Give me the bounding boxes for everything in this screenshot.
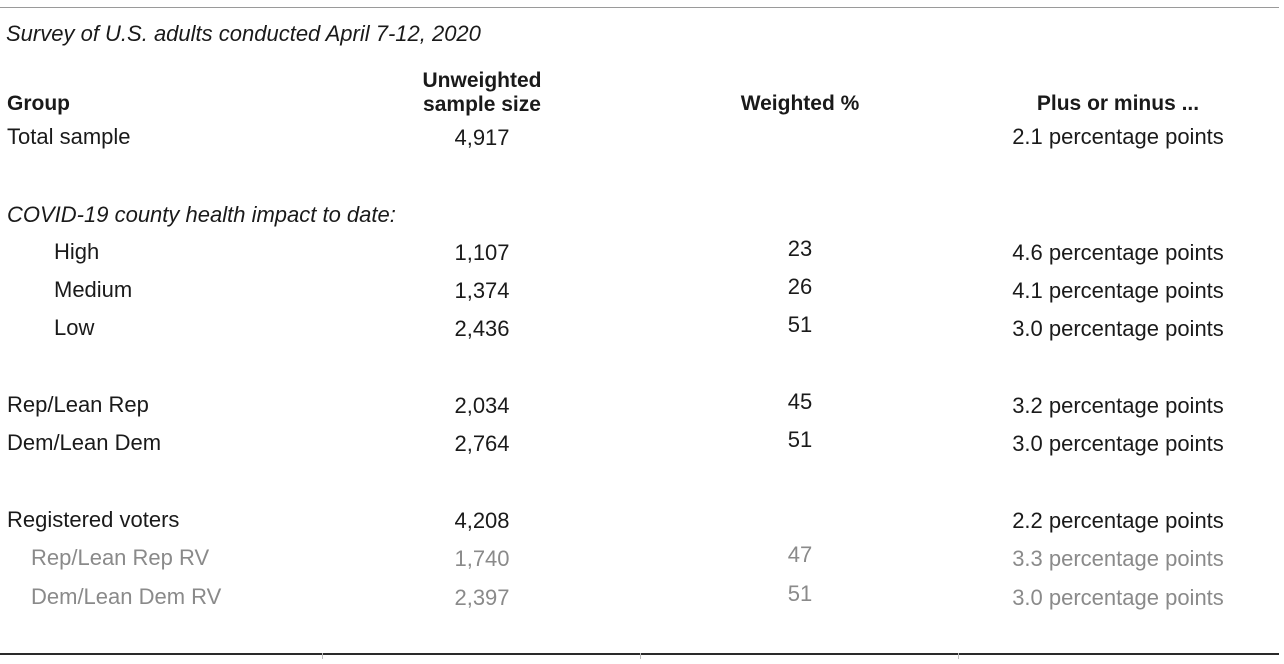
header-weighted-percent: Weighted %	[740, 92, 860, 115]
table-row: Rep/Lean Rep RV 1,740 47 3.3 percentage …	[0, 542, 1284, 574]
row-margin-of-error: 2.1 percentage points	[1012, 124, 1224, 149]
row-group-label: High	[54, 239, 100, 264]
row-unweighted-n: 2,764	[454, 431, 510, 456]
row-weighted-percent: 51	[787, 312, 813, 337]
row-margin-of-error: 4.1 percentage points	[1012, 278, 1224, 303]
row-unweighted-n: 2,034	[454, 393, 510, 418]
header-unweighted-line2: sample size	[423, 93, 541, 116]
row-margin-of-error: 3.0 percentage points	[1012, 431, 1224, 456]
column-divider-tick	[322, 653, 323, 659]
row-margin-of-error: 3.0 percentage points	[1012, 585, 1224, 610]
bottom-rule	[0, 653, 1279, 655]
row-unweighted-n: 2,436	[454, 316, 510, 341]
row-unweighted-n: 1,374	[454, 278, 510, 303]
row-unweighted-n: 4,917	[454, 125, 510, 150]
row-margin-of-error: 2.2 percentage points	[1012, 508, 1224, 533]
row-group-label: Rep/Lean Rep RV	[31, 545, 210, 570]
row-margin-of-error: 3.0 percentage points	[1012, 316, 1224, 341]
header-plus-or-minus: Plus or minus ...	[1036, 92, 1200, 115]
top-rule	[0, 7, 1279, 8]
row-group-label: Medium	[54, 277, 133, 302]
table-row: Medium 1,374 26 4.1 percentage points	[0, 274, 1284, 306]
section-label-covid: COVID-19 county health impact to date:	[7, 202, 396, 227]
row-margin-of-error: 3.3 percentage points	[1012, 546, 1224, 571]
row-group-label: Rep/Lean Rep	[7, 392, 149, 417]
header-unweighted-line1: Unweighted	[422, 69, 542, 92]
table-row-total-sample: Total sample 4,917 2.1 percentage points	[0, 123, 1284, 153]
row-weighted-percent: 23	[787, 236, 813, 261]
header-unweighted-sample-size: Unweighted sample size	[372, 69, 592, 117]
column-divider-tick	[958, 653, 959, 659]
row-margin-of-error: 3.2 percentage points	[1012, 393, 1224, 418]
table-caption: Survey of U.S. adults conducted April 7-…	[6, 21, 481, 46]
row-unweighted-n: 2,397	[454, 585, 510, 610]
row-margin-of-error: 4.6 percentage points	[1012, 240, 1224, 265]
row-unweighted-n: 1,740	[454, 546, 510, 571]
row-weighted-percent: 47	[787, 542, 813, 567]
table-row-registered-voters: Registered voters 4,208 2.2 percentage p…	[0, 506, 1284, 536]
row-group-label: Registered voters	[7, 507, 180, 532]
row-unweighted-n: 4,208	[454, 508, 510, 533]
row-weighted-percent: 51	[787, 427, 813, 452]
row-group-label: Dem/Lean Dem RV	[31, 584, 222, 609]
column-divider-tick	[640, 653, 641, 659]
table-row: Dem/Lean Dem 2,764 51 3.0 percentage poi…	[0, 427, 1284, 459]
table-row: Rep/Lean Rep 2,034 45 3.2 percentage poi…	[0, 389, 1284, 421]
row-unweighted-n: 1,107	[454, 240, 510, 265]
row-group-label: Dem/Lean Dem	[7, 430, 162, 455]
row-weighted-percent: 26	[787, 274, 813, 299]
row-weighted-percent: 51	[787, 581, 813, 606]
table-row: High 1,107 23 4.6 percentage points	[0, 236, 1284, 268]
table-row: Low 2,436 51 3.0 percentage points	[0, 312, 1284, 344]
row-weighted-percent: 45	[787, 389, 813, 414]
row-group-label: Low	[54, 315, 95, 340]
table-row: Dem/Lean Dem RV 2,397 51 3.0 percentage …	[0, 581, 1284, 613]
header-group: Group	[7, 92, 70, 115]
row-group-label: Total sample	[7, 124, 131, 149]
